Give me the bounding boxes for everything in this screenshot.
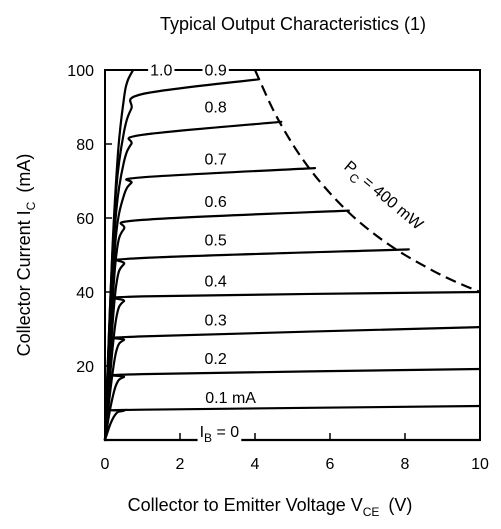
plot-area: PC = 400 mW 1.0 0.9 0.8 0.7 0.6 0.5 0.4 0.3 0.2 0… xyxy=(103,63,482,445)
curve-label-bg xyxy=(202,194,229,210)
y-tick-label-20: 20 xyxy=(76,359,94,376)
y-axis-label-unit: (mA) xyxy=(14,154,34,193)
curve-ib-0-3 xyxy=(103,326,482,442)
curve-label-bg xyxy=(202,63,229,79)
power-limit-label: PC = 400 mW xyxy=(338,158,427,237)
x-tick-label-2: 2 xyxy=(176,456,185,473)
curve-label-bg xyxy=(203,390,259,406)
y-tick-label-60: 60 xyxy=(76,211,94,228)
x-axis-label-unit: (V) xyxy=(388,495,412,515)
y-axis-label-main: Collector Current I xyxy=(14,210,34,356)
y-tick-label-80: 80 xyxy=(76,137,94,154)
curve-label-1-0: 1.0 xyxy=(150,63,172,80)
curve-ib-0-4 xyxy=(103,290,482,442)
y-axis-label-sub: C xyxy=(24,201,38,210)
curve-label-bg xyxy=(202,274,229,290)
x-tick-label-8: 8 xyxy=(401,456,410,473)
curve-labels-group: 1.0 0.9 0.8 0.7 0.6 0.5 0.4 0.3 0.2 0.1 mA IB = 0 xyxy=(148,63,259,445)
curve-ib-0-5 xyxy=(103,248,410,442)
y-tick-label-100: 100 xyxy=(67,63,94,80)
curve-label-0-4: 0.4 xyxy=(205,273,227,290)
curve-label-0-6: 0.6 xyxy=(205,194,227,211)
power-limit-label-rest: = 400 mW xyxy=(355,171,426,235)
curve-ib-1-0 xyxy=(103,68,135,442)
x-axis-label-sub: CE xyxy=(363,505,380,519)
curve-label-0-3: 0.3 xyxy=(205,312,227,329)
curve-label-0-8: 0.8 xyxy=(205,100,227,117)
curve-label-bg xyxy=(202,100,229,116)
y-tick-label-40: 40 xyxy=(76,285,94,302)
x-axis-label-main: Collector to Emitter Voltage V xyxy=(128,495,363,515)
curve-label-bg xyxy=(148,63,175,79)
curve-label-0-5: 0.5 xyxy=(205,233,227,250)
curve-label-0-2: 0.2 xyxy=(205,351,227,368)
y-axis-label: Collector Current IC (mA) xyxy=(14,154,38,357)
x-tick-label-10: 10 xyxy=(471,456,489,473)
x-tick-label-0: 0 xyxy=(101,456,110,473)
limit-curve-group: PC = 400 mW xyxy=(253,69,481,294)
plot-frame xyxy=(104,69,481,441)
x-tick-label-6: 6 xyxy=(326,456,335,473)
x-tick-label-4: 4 xyxy=(251,456,260,473)
curve-label-bg xyxy=(202,233,229,249)
curve-label-bg xyxy=(197,424,242,444)
curve-label-0: IB = 0 xyxy=(200,424,240,445)
curve-label-0-1-ma: 0.1 mA xyxy=(205,390,256,407)
curve-label-0-9: 0.9 xyxy=(205,63,227,80)
x-axis-label: Collector to Emitter Voltage VCE (V) xyxy=(128,495,413,519)
curve-ib-0-1-ma xyxy=(103,404,482,442)
chart-title: Typical Output Characteristics (1) xyxy=(160,14,426,34)
curve-label-bg xyxy=(202,313,229,329)
curve-label-0-7: 0.7 xyxy=(205,151,227,168)
y-axis-ticks: 20 40 60 80 100 xyxy=(67,63,112,376)
curves-group xyxy=(103,68,482,442)
curve-label-bg xyxy=(202,352,229,368)
curve-label-bg xyxy=(202,152,229,168)
x-axis-ticks: 0 2 4 6 8 10 xyxy=(101,433,489,473)
power-limit-curve xyxy=(253,69,481,294)
curve-ib-0-2 xyxy=(103,367,482,442)
